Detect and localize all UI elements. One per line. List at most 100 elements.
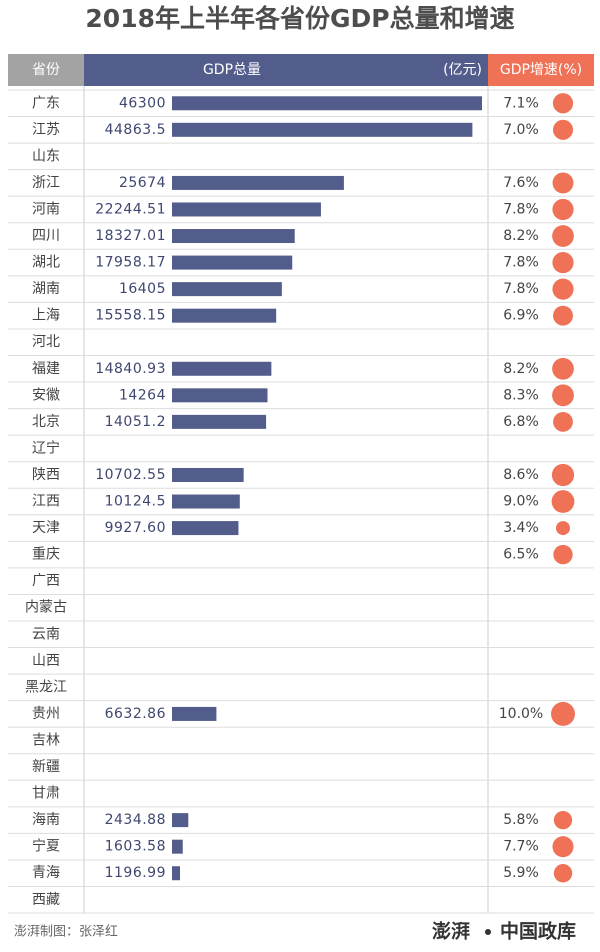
bar [172,866,181,881]
province-label: 重庆 [32,547,60,563]
province-label: 山西 [32,653,60,669]
bar [172,388,268,403]
bar [172,202,321,217]
growth-dot [552,225,574,247]
growth-dot [556,521,570,536]
growth-dot [552,357,574,380]
header-cell [84,54,488,86]
growth-label: 9.0% [503,494,539,510]
growth-label: 8.2% [503,361,539,377]
bar [172,361,272,376]
footer-dot [485,929,491,935]
province-label: 宁夏 [32,838,60,855]
province-label: 甘肃 [32,786,60,802]
growth-dot [552,384,574,407]
growth-dot [552,251,574,274]
value-label: 44863.5 [105,122,166,138]
growth-label: 8.6% [503,467,539,483]
growth-label: 7.8% [503,255,539,271]
growth-dot [552,172,574,194]
province-label: 海南 [32,812,60,828]
growth-dot [551,463,575,487]
growth-label: 7.1% [503,95,539,111]
province-label: 河北 [32,334,60,350]
value-label: 1603.58 [105,839,166,855]
bar [172,96,482,111]
header-unit: (亿元) [443,62,482,78]
province-label: 贵州 [32,706,60,722]
header-label: 省份 [32,62,60,78]
value-label: 17958.17 [95,255,166,271]
bar [172,706,217,721]
header-cell [488,54,594,86]
growth-dot [551,701,575,726]
growth-label: 7.8% [503,281,539,297]
province-label: 黑龙江 [25,679,67,695]
value-label: 14051.2 [105,414,166,430]
value-label: 10702.55 [95,467,166,483]
province-label: 天津 [32,520,60,536]
bar [172,414,267,429]
growth-label: 5.9% [503,865,539,881]
province-label: 内蒙古 [25,600,67,616]
growth-label: 6.9% [503,308,539,324]
province-label: 新疆 [32,759,60,775]
header-label: GDP总量 [203,62,261,78]
province-label: 西藏 [32,892,60,908]
growth-dot [553,810,573,830]
value-label: 1196.99 [105,865,166,881]
value-label: 14840.93 [95,361,166,377]
growth-label: 6.8% [503,414,539,430]
growth-dot [552,198,574,221]
bar [172,229,295,244]
growth-dot [552,836,574,858]
growth-label: 8.3% [503,387,539,403]
growth-label: 7.7% [503,839,539,855]
growth-label: 5.8% [503,812,539,828]
value-label: 22244.51 [95,201,166,217]
value-label: 16405 [119,281,166,297]
growth-label: 8.2% [503,228,539,244]
footer-credit: 澎湃制图：张泽红 [14,924,118,940]
footer-logo: 澎湃 [432,920,470,943]
bar [172,282,282,297]
province-label: 江苏 [32,122,60,138]
value-label: 9927.60 [105,520,166,536]
growth-label: 6.5% [503,547,539,563]
growth-label: 3.4% [503,520,539,536]
header-label: GDP增速(%) [500,62,582,78]
bar [172,494,240,509]
bar [172,122,473,137]
growth-label: 7.0% [503,122,539,138]
growth-dot [553,544,573,565]
value-label: 15558.15 [95,308,166,324]
province-label: 河南 [32,201,60,217]
province-label: 广西 [32,573,60,589]
growth-dot [553,411,573,432]
province-label: 安徽 [32,387,60,403]
province-label: 山东 [32,148,60,164]
province-label: 江西 [32,494,60,510]
value-label: 18327.01 [95,228,166,244]
value-label: 25674 [119,175,166,191]
bar [172,175,344,190]
header-cell [8,54,84,86]
bar [172,521,239,536]
province-label: 浙江 [32,175,60,191]
value-label: 2434.88 [105,812,166,828]
province-label: 四川 [32,228,60,244]
growth-dot [552,278,574,300]
bar [172,467,244,482]
value-label: 10124.5 [105,494,166,510]
province-label: 北京 [32,414,60,430]
bar [172,308,277,323]
bar [172,813,189,828]
province-label: 云南 [32,626,60,642]
province-label: 湖北 [32,255,60,271]
province-label: 青海 [32,865,60,881]
growth-dot [553,864,573,883]
value-label: 46300 [119,95,166,111]
bar [172,255,293,270]
province-label: 陕西 [32,467,60,483]
